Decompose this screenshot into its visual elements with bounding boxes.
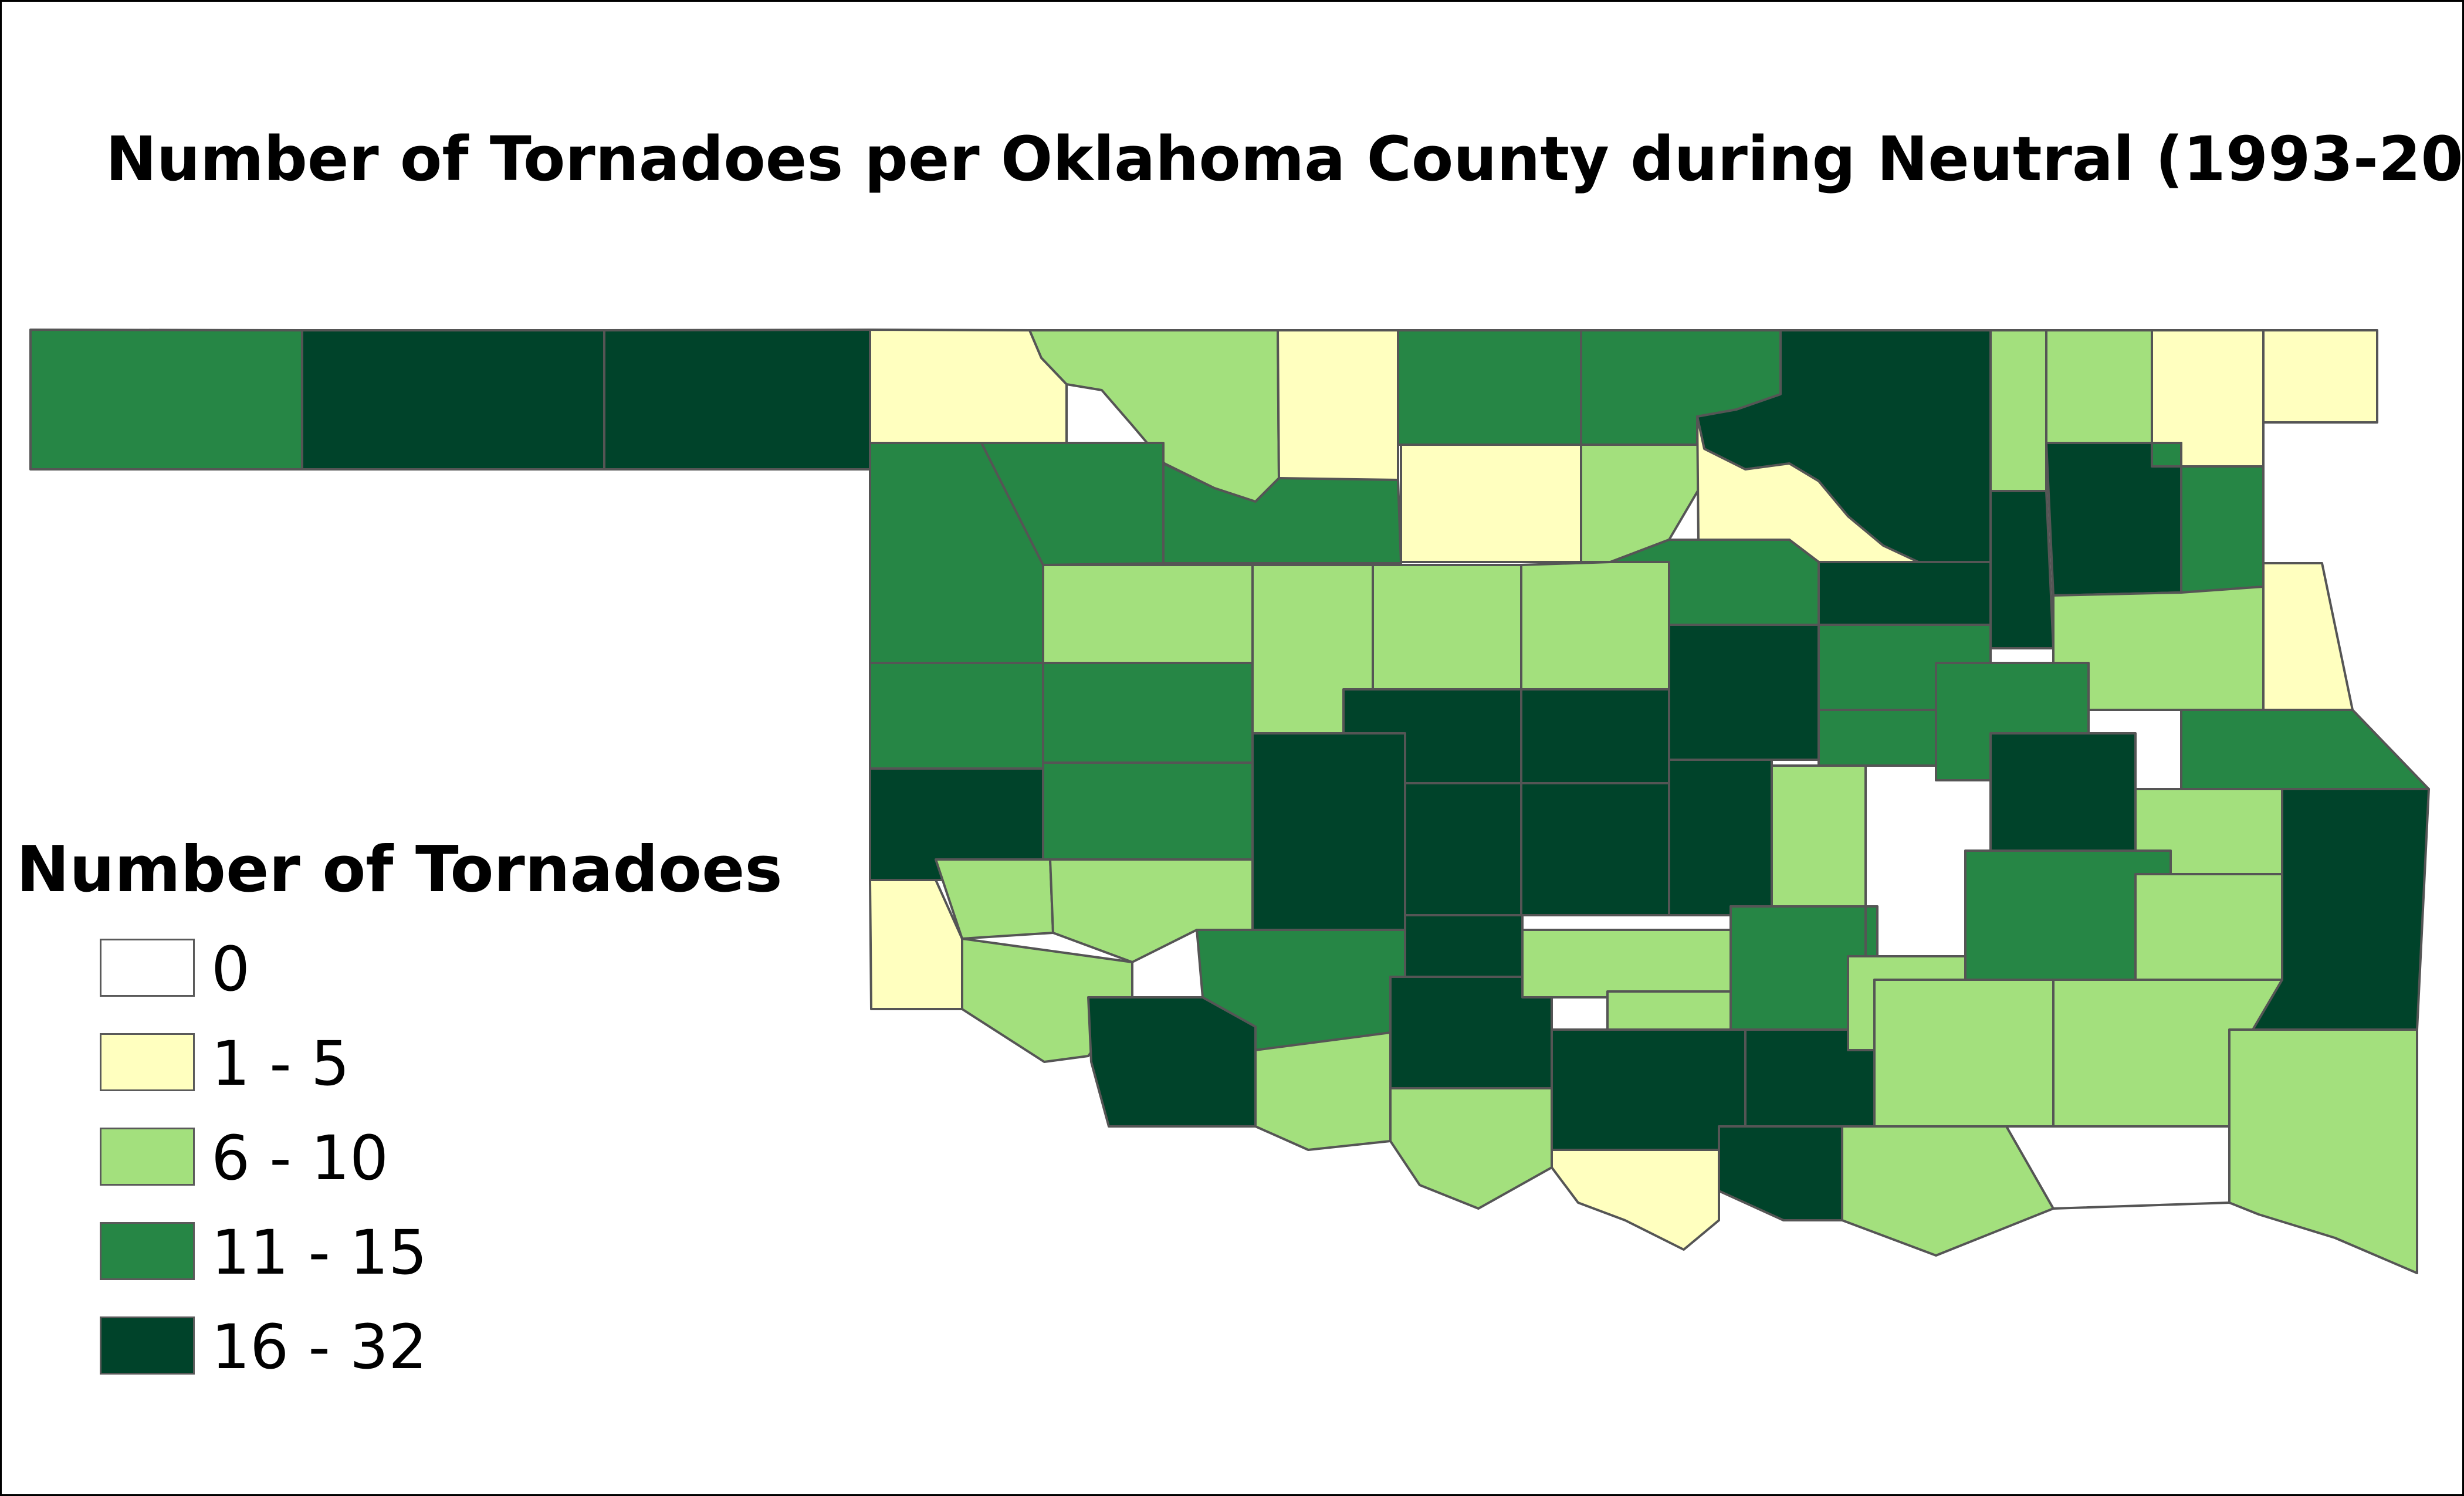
county-latimer	[2134, 873, 2283, 981]
legend-label: 1 - 5	[211, 1028, 350, 1099]
legend: Number of Tornadoes 0 1 - 5 6 - 10 11 - …	[16, 833, 783, 1411]
legend-swatch	[100, 1222, 195, 1280]
county-carter	[1551, 1028, 1747, 1151]
county-pottawatomie	[1668, 759, 1773, 916]
county-adair	[2262, 562, 2354, 711]
county-custer	[1042, 662, 1254, 764]
county-roger-mills	[869, 662, 1044, 770]
legend-swatch	[100, 1128, 195, 1186]
county-mccurtain	[2228, 1028, 2418, 1274]
county-grant	[1397, 329, 1582, 446]
county-washita	[1042, 761, 1254, 861]
county-marshall	[1718, 1125, 1843, 1221]
county-garfield	[1400, 444, 1582, 563]
legend-item-6-10: 6 - 10	[16, 1123, 783, 1222]
county-pontotoc	[1729, 905, 1867, 1031]
county-creek	[1817, 561, 1992, 626]
county-beaver	[603, 329, 871, 471]
legend-item-16-32: 16 - 32	[16, 1312, 783, 1411]
county-rogers	[1989, 490, 2055, 649]
county-love	[1551, 1149, 1720, 1251]
county-cimarron	[29, 329, 303, 471]
legend-swatch	[100, 939, 195, 997]
legend-label: 16 - 32	[211, 1311, 428, 1383]
county-cotton	[1254, 1031, 1392, 1151]
county-texas	[301, 329, 605, 471]
county-sequoyah	[2180, 709, 2430, 790]
county-caddo	[1251, 732, 1406, 931]
county-ottawa	[2262, 329, 2378, 424]
county-mcintosh	[1989, 732, 2137, 852]
county-bryan	[1841, 1125, 2055, 1257]
county-garvin	[1521, 929, 1732, 999]
county-kingfisher	[1372, 564, 1522, 691]
county-alfalfa	[1277, 329, 1399, 481]
legend-swatch	[100, 1033, 195, 1091]
legend-label: 6 - 10	[211, 1122, 389, 1194]
legend-item-11-15: 11 - 15	[16, 1217, 783, 1316]
county-washington	[1989, 329, 2047, 492]
county-major	[1162, 462, 1402, 564]
legend-item-0: 0	[16, 934, 783, 1033]
county-dewey	[1042, 564, 1254, 664]
county-oklahoma	[1520, 688, 1670, 784]
legend-label: 11 - 15	[211, 1217, 428, 1288]
map-title: Number of Tornadoes per Oklahoma County …	[106, 123, 2464, 195]
legend-label: 0	[211, 933, 251, 1005]
county-cleveland	[1520, 782, 1670, 916]
county-atoka	[1873, 979, 2055, 1128]
county-lincoln	[1668, 624, 1820, 761]
county-jefferson	[1389, 1087, 1553, 1210]
legend-swatch	[100, 1316, 195, 1375]
county-nowata	[2045, 329, 2153, 444]
legend-item-1-5: 1 - 5	[16, 1028, 783, 1128]
county-tillman	[1087, 996, 1257, 1128]
county-mcclain	[1404, 914, 1524, 978]
county-layer	[29, 329, 2430, 1274]
legend-title: Number of Tornadoes	[16, 833, 783, 906]
